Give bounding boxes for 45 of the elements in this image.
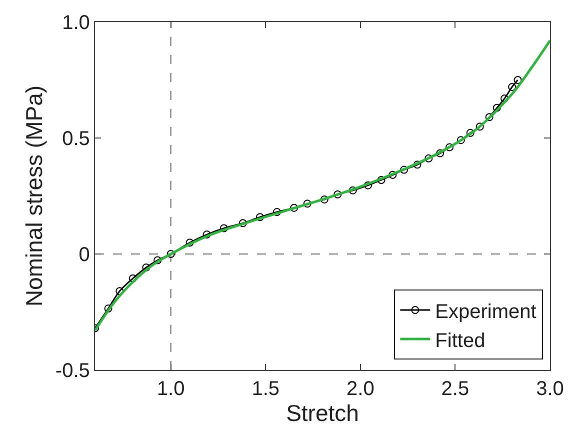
point bbox=[436, 149, 444, 158]
y-axis-title: Nominal stress (MPa) bbox=[20, 85, 47, 307]
point bbox=[202, 230, 211, 239]
point bbox=[104, 304, 112, 313]
point bbox=[166, 250, 175, 258]
point bbox=[142, 263, 150, 272]
point bbox=[290, 204, 298, 212]
legend-label: Experiment bbox=[435, 300, 537, 323]
point bbox=[456, 136, 465, 144]
point bbox=[377, 176, 386, 184]
y-tick-label: 0 bbox=[78, 244, 90, 266]
x-tick-label: 2.0 bbox=[346, 378, 374, 400]
point bbox=[508, 82, 516, 91]
point bbox=[400, 166, 408, 174]
point bbox=[466, 128, 474, 137]
point bbox=[424, 154, 433, 162]
point bbox=[320, 195, 328, 204]
point bbox=[238, 219, 247, 228]
y-tick-label: 1.0 bbox=[62, 12, 90, 34]
legend-label: Fitted bbox=[435, 330, 486, 352]
point bbox=[476, 122, 484, 131]
x-tick-label: 2.5 bbox=[441, 378, 470, 400]
x-tick-label: 1.0 bbox=[156, 378, 185, 400]
point bbox=[500, 94, 508, 103]
point bbox=[514, 76, 522, 84]
line-series bbox=[95, 39, 550, 332]
x-axis-title: Stretch bbox=[286, 400, 359, 426]
point bbox=[364, 181, 372, 190]
point bbox=[485, 113, 494, 122]
point bbox=[334, 190, 342, 198]
point bbox=[413, 160, 422, 169]
point bbox=[220, 224, 228, 232]
point bbox=[154, 256, 162, 264]
x-tick-label: 1.5 bbox=[252, 378, 280, 400]
y-tick-label: -0.5 bbox=[55, 360, 90, 382]
point bbox=[348, 186, 357, 194]
point bbox=[256, 213, 264, 222]
point bbox=[492, 104, 501, 112]
point bbox=[388, 170, 397, 179]
y-tick-label: 0.5 bbox=[62, 128, 90, 150]
point bbox=[186, 238, 194, 247]
x-tick-label: 3.0 bbox=[536, 378, 564, 400]
point bbox=[303, 200, 312, 208]
point bbox=[446, 143, 454, 152]
point bbox=[273, 208, 281, 216]
